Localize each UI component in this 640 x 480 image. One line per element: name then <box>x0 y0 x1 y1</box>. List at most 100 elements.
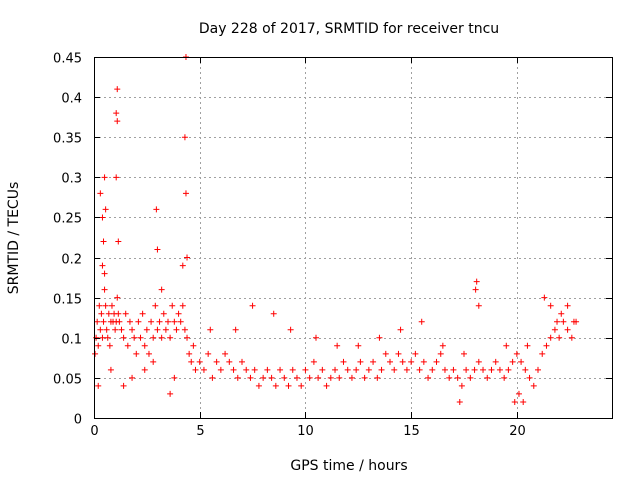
data-point <box>302 366 309 373</box>
data-point <box>120 382 127 389</box>
data-point <box>113 110 120 117</box>
data-point <box>135 318 142 325</box>
data-point <box>97 326 104 333</box>
data-point <box>558 310 565 317</box>
data-point <box>152 302 159 309</box>
data-point <box>255 382 262 389</box>
data-point <box>334 342 341 349</box>
data-point <box>226 358 233 365</box>
data-point <box>264 366 271 373</box>
data-point <box>129 326 136 333</box>
data-point <box>272 382 279 389</box>
data-point <box>154 246 161 253</box>
y-tick-label: 0.3 <box>61 172 82 187</box>
data-point <box>439 342 446 349</box>
data-point <box>472 286 479 293</box>
data-point <box>145 350 152 357</box>
data-point <box>99 262 106 269</box>
data-point <box>150 334 157 341</box>
data-point <box>148 318 155 325</box>
data-point <box>169 302 176 309</box>
data-point <box>564 326 571 333</box>
data-point <box>103 326 110 333</box>
data-point <box>150 358 157 365</box>
data-point <box>106 342 113 349</box>
data-point <box>361 374 368 381</box>
data-point <box>397 326 404 333</box>
data-point <box>437 350 444 357</box>
data-point <box>310 358 317 365</box>
data-point <box>277 366 284 373</box>
data-point <box>209 374 216 381</box>
data-point <box>365 366 372 373</box>
data-point <box>530 382 537 389</box>
data-point <box>154 326 161 333</box>
data-point <box>526 374 533 381</box>
data-point <box>289 366 296 373</box>
data-point <box>416 366 423 373</box>
data-point <box>114 118 121 125</box>
data-point <box>115 310 122 317</box>
data-point <box>99 334 106 341</box>
data-point <box>403 366 410 373</box>
y-tick-label: 0.4 <box>61 92 82 107</box>
data-point <box>568 334 575 341</box>
data-point <box>141 342 148 349</box>
data-point <box>524 342 531 349</box>
x-tick-label: 15 <box>403 424 420 439</box>
data-point <box>433 358 440 365</box>
data-point <box>570 318 577 325</box>
data-point <box>102 302 109 309</box>
data-point <box>156 318 163 325</box>
data-point <box>94 318 101 325</box>
data-point <box>554 318 561 325</box>
data-point <box>101 174 108 181</box>
data-point <box>100 318 107 325</box>
data-point <box>126 318 133 325</box>
data-point <box>139 310 146 317</box>
data-point <box>488 366 495 373</box>
data-point <box>108 302 115 309</box>
data-point <box>188 358 195 365</box>
data-point <box>100 238 107 245</box>
y-tick-label: 0 <box>74 413 82 428</box>
x-axis-label: GPS time / hours <box>290 458 407 474</box>
data-point <box>190 342 197 349</box>
data-point <box>556 334 563 341</box>
y-tick-label: 0.1 <box>61 333 82 348</box>
data-point <box>522 366 529 373</box>
data-point <box>515 390 522 397</box>
data-point <box>399 358 406 365</box>
data-point <box>120 334 127 341</box>
data-point <box>200 366 207 373</box>
data-point <box>92 350 99 357</box>
data-point <box>179 302 186 309</box>
data-point <box>113 174 120 181</box>
data-point <box>213 358 220 365</box>
data-point <box>547 302 554 309</box>
y-tick-label: 0.35 <box>53 132 82 147</box>
x-tick-label: 5 <box>196 424 204 439</box>
data-point <box>243 366 250 373</box>
data-point <box>518 358 525 365</box>
data-point <box>207 326 214 333</box>
data-point <box>196 358 203 365</box>
data-point <box>374 374 381 381</box>
data-point <box>181 326 188 333</box>
axis-ticks: 0 5 10 15 20 0 0.05 0.1 0.15 0.2 0.25 0.3 0.35 0.4 0.4… <box>53 52 612 439</box>
data-point <box>441 366 448 373</box>
data-point <box>471 366 478 373</box>
data-point <box>551 326 558 333</box>
data-point <box>171 374 178 381</box>
data-point <box>247 374 254 381</box>
data-point <box>412 350 419 357</box>
data-point <box>133 350 140 357</box>
x-tick-label: 0 <box>90 424 98 439</box>
data-point <box>327 374 334 381</box>
data-point <box>454 374 461 381</box>
data-point <box>315 374 322 381</box>
data-point <box>496 366 503 373</box>
data-point <box>97 190 104 197</box>
data-point <box>107 366 114 373</box>
